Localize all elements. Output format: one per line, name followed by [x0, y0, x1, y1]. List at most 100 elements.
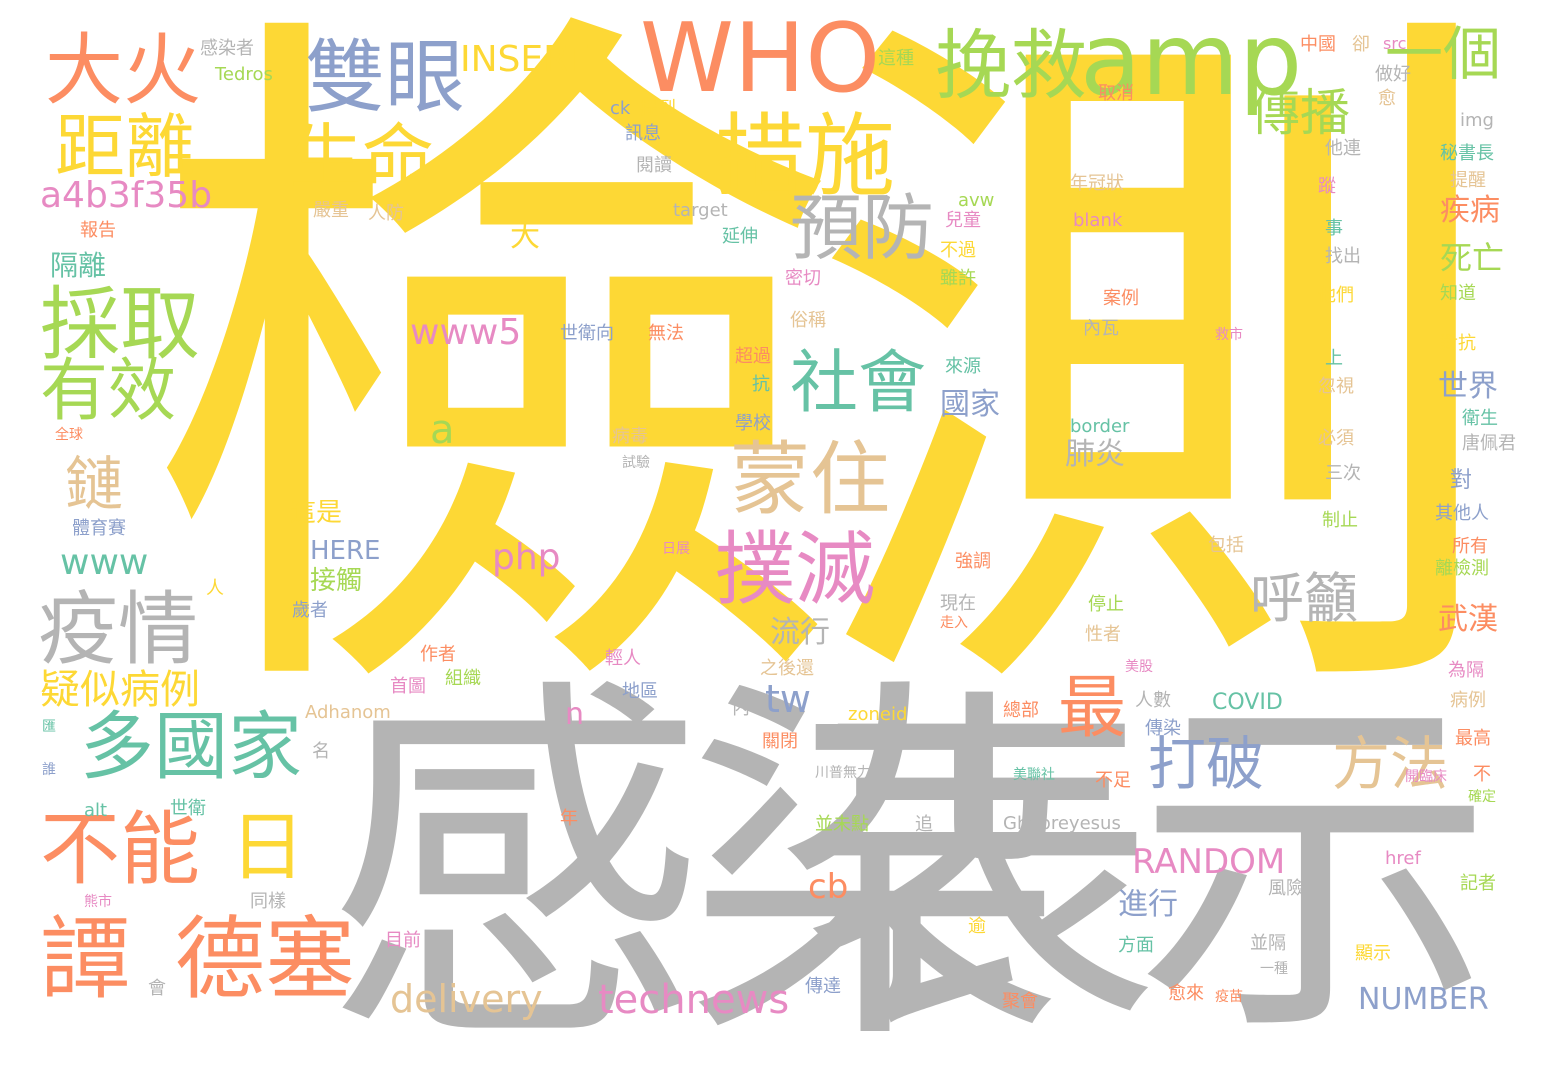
word-shi: 事 [1325, 218, 1343, 239]
word-amp: amp [1080, 1, 1303, 118]
word-siwang: 死亡 [1440, 239, 1505, 277]
word-desai: 德塞 [175, 907, 355, 1012]
word-shiwei: 世衛 [170, 798, 206, 819]
word-cuoshi: 措施 [715, 104, 895, 209]
word-yizhong: 一種 [1260, 961, 1288, 977]
word-xuexiao: 學校 [735, 413, 771, 434]
word-que: 卻 [1352, 34, 1370, 55]
word-jiance: 檢測 [140, 0, 1510, 782]
word-queding: 確定 [1468, 789, 1496, 805]
word-chuanbo: 傳播 [1250, 84, 1350, 142]
word-ming: 名 [312, 741, 330, 762]
word-zheshi: 這是 [290, 498, 343, 528]
word-xunxi: 訊息 [625, 123, 661, 144]
word-ck: ck [610, 98, 631, 119]
word-binge: 並隔 [1250, 933, 1286, 954]
word-shang: 上 [1325, 348, 1343, 369]
word-guanbi: 關閉 [762, 731, 798, 752]
word-talian: 他連 [1325, 138, 1361, 159]
word-avw: avw [958, 190, 995, 211]
word-weige: 為隔 [1448, 660, 1484, 681]
word-fangfa: 方法 [1332, 730, 1449, 798]
word-tongyang: 同樣 [250, 891, 286, 912]
word-bu: 不 [1473, 764, 1491, 785]
word-href: href [1385, 848, 1421, 869]
word-liuxing: 流行 [770, 615, 830, 650]
word-qitaren: 其他人 [1435, 503, 1489, 524]
word-neiwa: 內瓦 [1083, 318, 1119, 339]
word-zuozhe: 作者 [420, 644, 456, 665]
word-youxiao: 有效 [40, 352, 177, 431]
word-laiyuan: 來源 [945, 356, 981, 377]
word-adhanom: Adhanom [305, 702, 391, 723]
word-ren: 人 [206, 578, 224, 599]
word-juli: 距離 [55, 106, 195, 188]
word-chuanpu: 川普無力 [815, 765, 871, 781]
word-bingdu: 病毒 [612, 426, 648, 447]
word-tamen: 他們 [1318, 285, 1354, 306]
word-yanshen: 延伸 [722, 226, 758, 247]
word-tidao: 提到 [640, 98, 676, 119]
word-baogao: 報告 [80, 220, 116, 241]
word-xianzai: 現在 [940, 593, 976, 614]
word-bingli: 病例 [1450, 690, 1486, 711]
word-zhui: 追 [915, 814, 933, 835]
word-shengming: 生命 [290, 116, 435, 200]
word-nian: 年 [560, 808, 578, 829]
word-zhezhong: 這種 [878, 48, 914, 69]
word-geli: 隔離 [50, 249, 107, 282]
word-wuhan: 武漢 [1438, 602, 1498, 637]
word-who: WHO [640, 4, 881, 114]
word-yisibingli: 疑似病例 [40, 667, 200, 713]
word-shoutu: 首圖 [390, 676, 426, 697]
word-shei: 誰 [42, 762, 56, 778]
word-tingzhi: 停止 [1088, 594, 1124, 615]
word-number: NUMBER [1358, 982, 1489, 1017]
word-buzu: 不足 [1095, 770, 1131, 791]
word-jiechu: 接觸 [310, 566, 363, 596]
word-meigu: 美股 [1125, 659, 1153, 675]
word-a: a [430, 407, 455, 453]
word-zuohao: 做好 [1375, 64, 1411, 85]
word-ganran: 感染 [325, 648, 1065, 1091]
word-zhizhi: 制止 [1322, 510, 1358, 531]
word-zuigao: 最高 [1455, 728, 1491, 749]
word-zhidao: 知道 [1440, 283, 1476, 304]
word-ganranzhe: 感染者 [200, 38, 254, 59]
word-zongbu: 總部 [1003, 700, 1039, 721]
word-quanqiu: 全球 [55, 427, 83, 443]
word-shiweixiang: 世衛向 [560, 323, 614, 344]
word-zhaochu: 找出 [1325, 246, 1361, 267]
word-caiqu: 採取 [40, 278, 200, 371]
word-ri: 日 [230, 803, 306, 891]
word-dapo: 打破 [1148, 730, 1265, 798]
word-yulai: 愈來 [1168, 983, 1204, 1004]
word-wanjiu: 挽救 [935, 21, 1087, 110]
word-fengxian: 風險 [1268, 878, 1304, 899]
word-muqian: 目前 [385, 930, 421, 951]
word-shijie: 世界 [1438, 369, 1498, 404]
word-diqu: 地區 [622, 681, 658, 702]
word-suizhe: 歲者 [292, 600, 328, 621]
word-suchen: 俗稱 [790, 310, 826, 331]
word-img: img [1460, 110, 1494, 131]
word-delivery: delivery [390, 977, 543, 1021]
word-jibing: 疾病 [1440, 193, 1500, 228]
word-anli: 案例 [1103, 288, 1139, 309]
word-baokuo: 包括 [1208, 535, 1244, 556]
word-zhongguo: 中國 [1300, 34, 1336, 55]
word-xingzhe: 性者 [1085, 624, 1121, 645]
word-yu2: 逾 [968, 916, 986, 937]
word-zong: 蹤 [1318, 176, 1336, 197]
word-duoguojia: 多國家 [80, 704, 302, 790]
word-feiyan: 肺炎 [1065, 437, 1125, 472]
word-kailinchuang: 開臨床 [1405, 769, 1447, 785]
word-renshu: 人數 [1135, 690, 1171, 711]
word-zoneid: zoneid [848, 704, 908, 725]
word-kang: 抗 [752, 374, 770, 395]
word-buguo: 不過 [940, 240, 976, 261]
word-zui: 最 [1058, 669, 1127, 748]
word-lian: 鏈 [65, 450, 124, 518]
word-cb: cb [808, 867, 849, 907]
word-hui2: 匯 [42, 719, 56, 735]
